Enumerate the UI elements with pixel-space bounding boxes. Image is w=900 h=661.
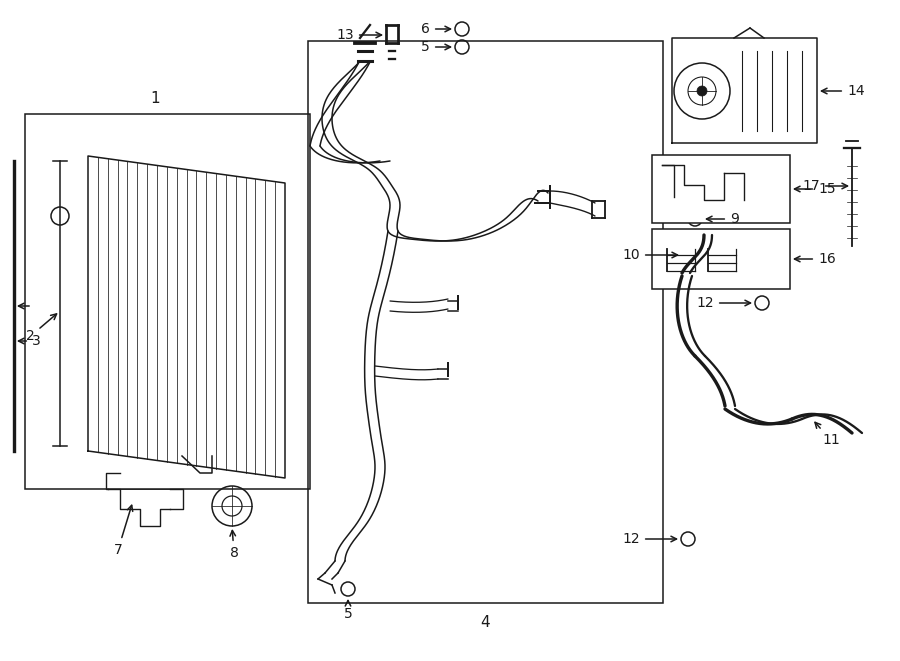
- Bar: [308, 41, 663, 603]
- Text: 4: 4: [481, 615, 490, 630]
- Bar: [25, 114, 310, 489]
- Bar: [652, 229, 790, 289]
- Text: 5: 5: [344, 607, 353, 621]
- Text: 10: 10: [623, 248, 678, 262]
- Text: 6: 6: [421, 22, 451, 36]
- Text: 1: 1: [150, 91, 160, 106]
- Text: 11: 11: [815, 422, 840, 447]
- Text: 5: 5: [421, 40, 451, 54]
- Text: 13: 13: [337, 28, 382, 42]
- Text: 12: 12: [697, 296, 751, 310]
- Text: 3: 3: [19, 334, 40, 348]
- Text: 15: 15: [795, 182, 835, 196]
- Text: 14: 14: [822, 84, 865, 98]
- Text: 16: 16: [795, 252, 836, 266]
- Text: 9: 9: [706, 212, 739, 226]
- Text: 7: 7: [113, 505, 132, 557]
- Text: 8: 8: [230, 531, 238, 560]
- Circle shape: [697, 86, 707, 96]
- Text: 12: 12: [623, 532, 677, 546]
- Text: 2: 2: [26, 314, 57, 343]
- Bar: [652, 155, 790, 223]
- Text: 17: 17: [803, 179, 848, 193]
